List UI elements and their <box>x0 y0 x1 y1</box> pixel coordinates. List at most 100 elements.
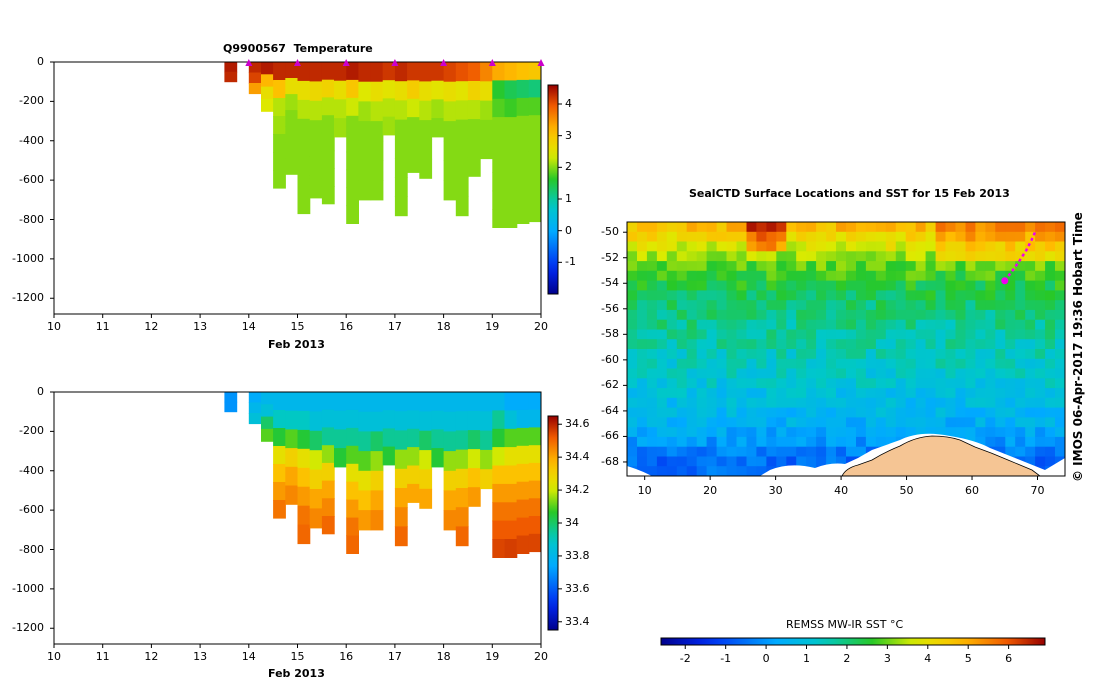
temperature-cell <box>480 139 493 160</box>
sst-cell <box>1015 397 1026 409</box>
sst-cell <box>826 222 837 233</box>
sst-cell <box>716 251 728 262</box>
sst-cell <box>806 427 817 438</box>
temperature-ytick-label: -1200 <box>12 291 44 305</box>
sst-cell <box>736 397 748 409</box>
sst-cell <box>816 388 827 399</box>
sst-cell <box>826 280 837 291</box>
salinity-cell <box>321 516 335 535</box>
sst-cell <box>726 280 738 291</box>
sst-cell <box>826 339 837 350</box>
temperature-cell <box>516 79 530 99</box>
temperature-cell <box>297 118 311 139</box>
temperature-cell <box>370 180 384 201</box>
salinity-cell <box>504 410 518 430</box>
sst-cell <box>925 388 937 399</box>
sst-cell <box>666 446 678 458</box>
sst-cell <box>965 270 977 282</box>
sst-cell <box>736 300 748 311</box>
sst-cell <box>706 378 718 389</box>
sst-cell <box>1005 290 1016 301</box>
salinity-cell <box>346 535 359 554</box>
sst-cell <box>1055 417 1065 428</box>
salinity-cell <box>443 411 457 432</box>
sst-cell <box>895 251 907 262</box>
temperature-xtick-label: 11 <box>95 320 110 333</box>
sst-cell <box>676 436 688 448</box>
sst-cell <box>656 407 668 418</box>
sst-cell <box>895 300 907 311</box>
salinity-cell <box>467 430 481 450</box>
sst-cell <box>905 251 917 262</box>
sst-cell <box>945 358 957 370</box>
sst-cell <box>637 261 648 272</box>
sst-cell <box>627 349 638 360</box>
sst-cell <box>846 251 857 262</box>
sst-cell <box>686 231 698 243</box>
sst-cell <box>696 417 708 428</box>
temperature-cell <box>419 100 433 121</box>
sst-cell <box>806 378 817 389</box>
sst-cell <box>1005 222 1016 233</box>
sst-cell <box>846 388 857 399</box>
sst-cell <box>1035 349 1046 360</box>
sst-cell <box>915 270 927 282</box>
temperature-cell <box>407 80 420 100</box>
sst-cell <box>806 368 817 379</box>
sst-cell <box>776 427 787 438</box>
sst-cell <box>766 290 777 301</box>
sst-cell <box>1045 241 1056 252</box>
sst-cell <box>696 368 708 379</box>
salinity-cell <box>261 416 274 430</box>
salinity-xtick-label: 20 <box>534 650 548 663</box>
sst-cell <box>776 407 787 418</box>
temperature-cell <box>261 74 274 88</box>
sst-cell <box>716 397 728 409</box>
sst-cell <box>985 270 996 282</box>
temperature-cell <box>431 80 445 100</box>
sst-cell <box>746 427 758 438</box>
sst-cell <box>995 309 1006 321</box>
sst-cell <box>875 339 887 350</box>
sst-cell <box>696 456 708 467</box>
sst-cell <box>1005 358 1016 370</box>
temperature-cell <box>382 80 396 99</box>
sst-cell <box>627 329 638 340</box>
sst-cell <box>796 251 807 262</box>
sst-cell <box>686 222 698 233</box>
salinity-cell <box>309 508 323 529</box>
temperature-cell <box>285 78 299 95</box>
sst-cell <box>686 397 698 409</box>
sst-cell <box>975 300 986 311</box>
sst-cell <box>676 222 688 233</box>
sst-cell <box>637 280 648 291</box>
sst-cell <box>915 309 927 321</box>
temperature-cell <box>528 203 541 223</box>
sst-cell <box>756 319 767 331</box>
sst-cell <box>995 319 1006 331</box>
temperature-cell <box>248 72 262 84</box>
sst-cell <box>716 388 728 399</box>
sst-cell <box>935 407 947 418</box>
salinity-cell <box>297 410 311 431</box>
salinity-cell <box>480 411 493 432</box>
sst-cell <box>885 378 897 389</box>
sst-cell <box>1035 446 1046 458</box>
salinity-xtick-label: 11 <box>95 650 110 663</box>
sst-cell <box>1025 251 1036 262</box>
temperature-cell <box>492 135 506 155</box>
sst-cell <box>1045 407 1056 418</box>
sst-cell <box>816 251 827 262</box>
salinity-cell <box>480 392 493 412</box>
sst-cell <box>756 446 767 458</box>
sst-cell <box>1005 436 1016 448</box>
salinity-cell <box>394 411 408 431</box>
sst-cell <box>905 358 917 370</box>
temperature-cell <box>224 71 238 83</box>
sst-cell <box>1045 309 1056 321</box>
sst-cell <box>885 251 897 262</box>
temperature-cell <box>492 153 506 173</box>
salinity-cell <box>528 409 541 428</box>
sst-cell <box>826 290 837 301</box>
sst-cell <box>816 261 827 272</box>
